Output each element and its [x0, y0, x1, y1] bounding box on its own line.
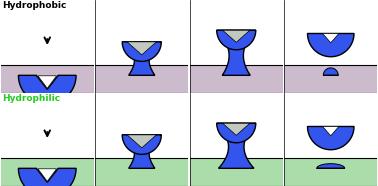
Bar [91, 65, 193, 93]
Polygon shape [307, 33, 354, 57]
Bar [280, 65, 378, 93]
Polygon shape [38, 169, 57, 181]
Polygon shape [217, 30, 256, 75]
Polygon shape [223, 30, 250, 42]
Polygon shape [317, 164, 345, 168]
Polygon shape [122, 42, 161, 61]
Bar [0, 65, 98, 93]
Polygon shape [122, 135, 161, 168]
Polygon shape [122, 135, 161, 154]
Bar [185, 65, 287, 93]
Polygon shape [323, 68, 338, 75]
Bar [91, 158, 193, 186]
Polygon shape [322, 126, 339, 136]
Text: Hydrophobic: Hydrophobic [2, 1, 66, 10]
Polygon shape [127, 42, 156, 55]
Polygon shape [223, 123, 250, 135]
Polygon shape [322, 33, 339, 43]
Polygon shape [217, 123, 256, 143]
Polygon shape [127, 135, 156, 148]
Polygon shape [217, 123, 256, 168]
Text: Hydrophilic: Hydrophilic [2, 94, 60, 103]
Polygon shape [217, 30, 256, 50]
Polygon shape [307, 126, 354, 150]
Polygon shape [19, 75, 76, 104]
Polygon shape [19, 168, 76, 186]
Bar [280, 158, 378, 186]
Polygon shape [38, 76, 57, 88]
Polygon shape [122, 42, 161, 75]
Bar [185, 158, 287, 186]
Bar [0, 158, 98, 186]
